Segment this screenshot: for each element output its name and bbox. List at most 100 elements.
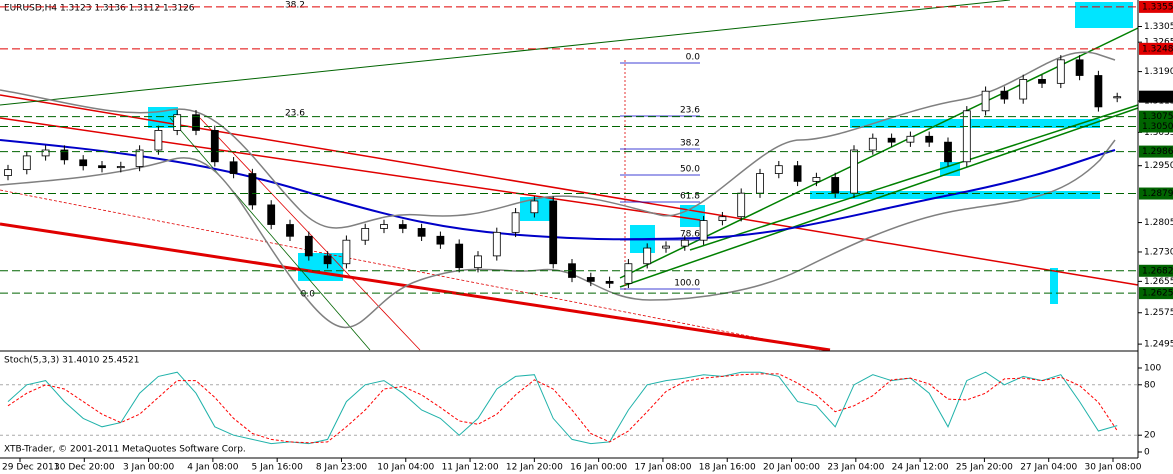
candle-body bbox=[304, 235, 313, 257]
zone bbox=[1075, 2, 1133, 28]
candle-body bbox=[116, 166, 125, 169]
x-tick-label: 16 Jan 00:00 bbox=[570, 463, 627, 473]
candle-body bbox=[680, 239, 689, 247]
channel-line bbox=[689, 104, 1139, 251]
zone bbox=[298, 253, 343, 281]
level-label: 1.2625 bbox=[1142, 289, 1173, 299]
candle-body bbox=[831, 177, 840, 194]
candle-body bbox=[229, 161, 238, 174]
candle-body bbox=[154, 130, 163, 151]
trend-line bbox=[199, 117, 421, 351]
fibo-label: 38.2 bbox=[285, 1, 305, 11]
symbol-header: EURUSD,H4 1.3123 1.3136 1.3112 1.3126 bbox=[4, 4, 195, 14]
y-tick-label: 1.2730 bbox=[1144, 247, 1173, 257]
candle-body bbox=[1075, 59, 1084, 76]
y-tick-label: 100 bbox=[1144, 364, 1161, 374]
trend-line bbox=[0, 0, 1011, 106]
y-tick-label: 1.3265 bbox=[1144, 38, 1173, 48]
fibo-label: 78.6 bbox=[680, 230, 700, 240]
x-tick-label: 5 Jan 16:00 bbox=[252, 463, 304, 473]
level-tag bbox=[1139, 110, 1173, 123]
candle-body bbox=[662, 245, 670, 249]
candle-body bbox=[868, 137, 877, 151]
candle-body bbox=[981, 90, 990, 112]
fibo-label: 50.0 bbox=[680, 165, 700, 175]
copyright: XTB-Trader, © 2001-2011 MetaQuotes Softw… bbox=[4, 445, 246, 455]
trend-line bbox=[169, 117, 371, 351]
candle-body bbox=[41, 149, 50, 157]
candle-body bbox=[380, 224, 388, 229]
candle-body bbox=[98, 165, 106, 169]
zone bbox=[850, 119, 1100, 128]
candle-body bbox=[323, 255, 332, 265]
candle-body bbox=[1038, 79, 1046, 84]
candle-body bbox=[906, 135, 915, 143]
candle-body bbox=[79, 159, 88, 167]
candle-body bbox=[812, 177, 821, 182]
candle-body bbox=[22, 155, 31, 171]
y-tick-label: 1.2495 bbox=[1144, 340, 1173, 350]
candle-body bbox=[925, 135, 934, 143]
candle-body bbox=[793, 165, 802, 182]
x-tick-label: 27 Jan 04:00 bbox=[1020, 463, 1077, 473]
x-tick-label: 10 Jan 04:00 bbox=[377, 463, 434, 473]
candle-body bbox=[530, 200, 539, 214]
level-label: 1.3075 bbox=[1142, 112, 1173, 122]
y-tick-label: 20 bbox=[1144, 431, 1156, 441]
candle-body bbox=[718, 216, 727, 221]
candle-body bbox=[436, 235, 445, 245]
x-tick-label: 30 Jan 08:00 bbox=[1085, 463, 1142, 473]
candle-body bbox=[737, 192, 746, 218]
y-tick-label: 1.2805 bbox=[1144, 218, 1173, 228]
x-tick-label: 18 Jan 16:00 bbox=[699, 463, 756, 473]
y-tick-label: 1.3035 bbox=[1144, 128, 1173, 138]
candle-body bbox=[135, 149, 144, 167]
x-tick-label: 20 Jan 00:00 bbox=[763, 463, 820, 473]
y-tick-label: 1.3305 bbox=[1144, 22, 1173, 32]
indicator-title: Stoch(5,3,3) 31.4010 25.4521 bbox=[4, 356, 139, 366]
fibo-label: 38.2 bbox=[680, 139, 700, 149]
candle-body bbox=[887, 137, 896, 143]
x-tick-label: 17 Jan 08:00 bbox=[634, 463, 691, 473]
level-label: 1.2682 bbox=[1142, 266, 1173, 276]
candle-body bbox=[4, 169, 12, 176]
candle-body bbox=[605, 280, 614, 284]
y-tick-label: 1.2950 bbox=[1144, 161, 1173, 171]
candle-body bbox=[492, 231, 501, 257]
trend-line bbox=[0, 189, 821, 351]
fibo-label: 23.6 bbox=[680, 106, 700, 116]
candle-body bbox=[173, 114, 182, 131]
trend-line bbox=[0, 94, 1139, 286]
band-upper bbox=[0, 51, 1116, 229]
level-label: 1.3050 bbox=[1142, 122, 1173, 132]
level-label: 1.2986 bbox=[1142, 147, 1173, 157]
x-tick-label: 29 Dec 2011 bbox=[2, 463, 60, 473]
level-tag bbox=[1139, 145, 1173, 158]
candle-body bbox=[417, 228, 426, 237]
y-tick-label: 1.3190 bbox=[1144, 67, 1173, 77]
trend-line bbox=[0, 222, 831, 352]
candle-body bbox=[398, 224, 407, 229]
level-tag bbox=[1139, 120, 1173, 133]
moving-average bbox=[0, 139, 1116, 241]
x-tick-label: 4 Jan 08:00 bbox=[187, 463, 239, 473]
level-label: 1.3126 bbox=[1142, 92, 1173, 102]
x-tick-label: 25 Jan 20:00 bbox=[956, 463, 1013, 473]
candle-body bbox=[248, 173, 257, 206]
candle-body bbox=[267, 204, 276, 225]
candle-body bbox=[643, 247, 652, 265]
x-tick-label: 11 Jan 12:00 bbox=[442, 463, 499, 473]
x-tick-label: 8 Jan 23:00 bbox=[316, 463, 368, 473]
candle-body bbox=[756, 173, 764, 194]
level-tag bbox=[1139, 0, 1173, 13]
candle-body bbox=[60, 149, 69, 161]
trend-line bbox=[0, 117, 701, 221]
fibo-label: 23.6 bbox=[285, 109, 305, 119]
y-tick-label: 80 bbox=[1144, 380, 1156, 390]
candle-body bbox=[774, 165, 783, 174]
channel-line bbox=[619, 107, 1139, 288]
candle-body bbox=[1019, 79, 1028, 100]
y-tick-label: 1.2575 bbox=[1144, 308, 1173, 318]
level-label: 1.2879 bbox=[1142, 189, 1173, 199]
